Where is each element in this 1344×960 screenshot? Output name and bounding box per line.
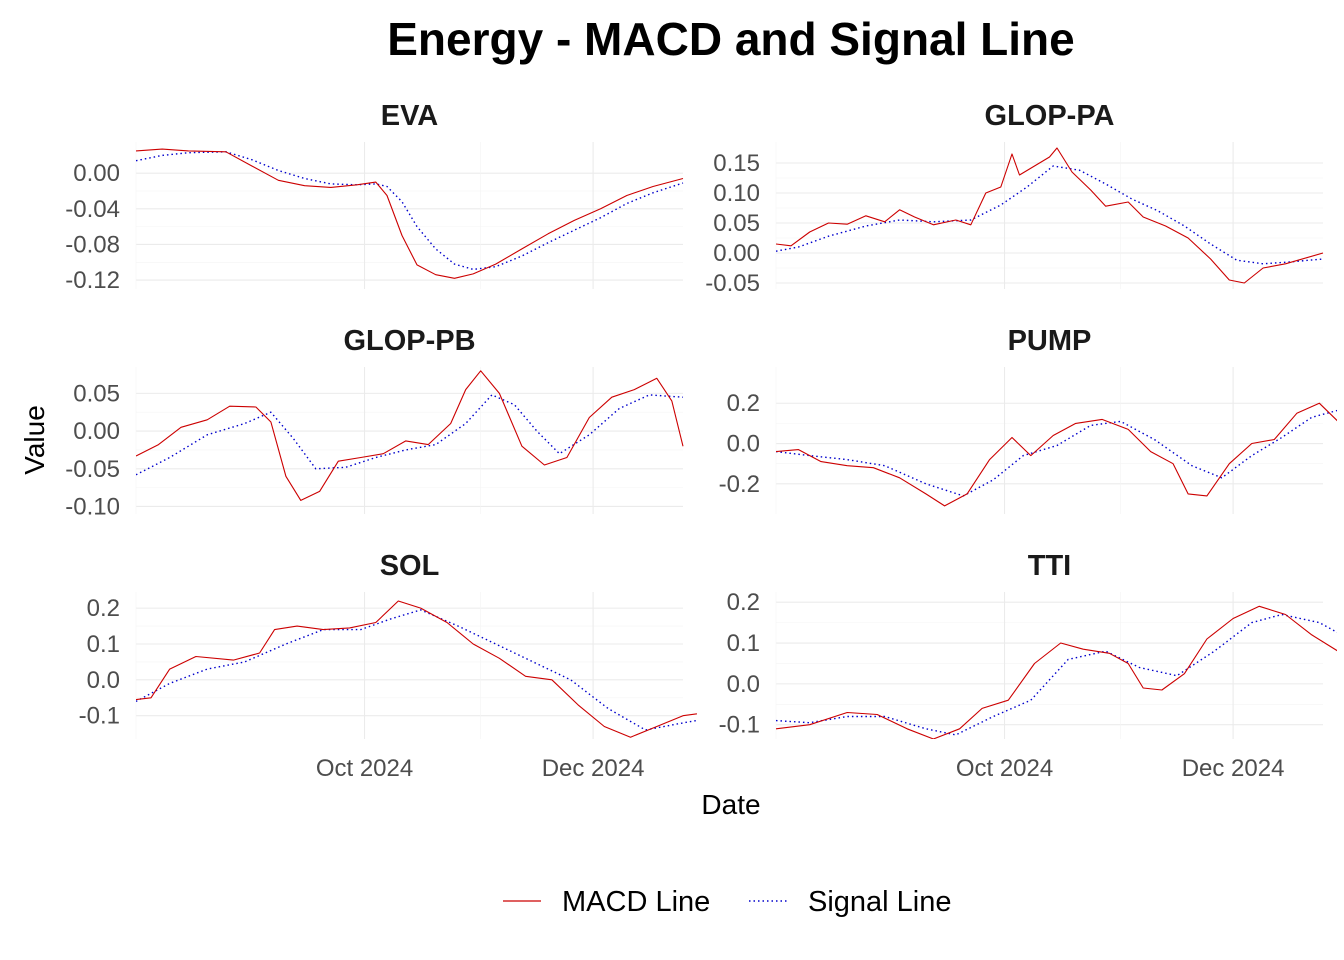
chart-title: Energy - MACD and Signal Line xyxy=(387,13,1075,65)
signal-line-tti xyxy=(776,613,1337,736)
legend-label-macd: MACD Line xyxy=(562,886,710,918)
y-axis-title: Value xyxy=(19,405,50,475)
signal-line-glop-pb xyxy=(136,394,684,476)
y-tick-label-glop-pa: 0.05 xyxy=(713,210,760,237)
facet-tti: TTI -0.1 0.0 0.1 0.2 Oct 2024 Dec 2024 xyxy=(719,550,1337,782)
y-tick-label-tti: 0.2 xyxy=(727,589,760,616)
legend-label-signal: Signal Line xyxy=(808,886,952,918)
y-tick-label-pump: 0.0 xyxy=(727,431,760,458)
y-tick-label-eva: -0.04 xyxy=(65,196,120,223)
macd-line-pump xyxy=(776,402,1337,507)
facet-title-glop-pa: GLOP-PA xyxy=(985,100,1115,132)
facet-title-eva: EVA xyxy=(381,100,439,132)
signal-line-eva xyxy=(136,151,684,271)
y-tick-label-eva: -0.12 xyxy=(65,267,120,294)
facet-sol: SOL -0.1 0.0 0.1 0.2 Oct 2024 Dec 2024 xyxy=(79,550,697,782)
y-tick-label-glop-pb: -0.05 xyxy=(65,456,120,483)
macd-line-eva xyxy=(136,148,684,279)
y-tick-label-eva: -0.08 xyxy=(65,231,120,258)
macd-line-glop-pb xyxy=(136,370,684,501)
facet-title-glop-pb: GLOP-PB xyxy=(343,325,475,357)
y-tick-label-glop-pb: 0.05 xyxy=(73,380,120,407)
signal-line-glop-pa xyxy=(776,165,1324,265)
y-tick-label-sol: 0.2 xyxy=(87,595,120,622)
x-axis-title: Date xyxy=(701,789,760,820)
macd-line-tti xyxy=(776,605,1337,739)
y-tick-label-pump: -0.2 xyxy=(719,471,760,498)
facet-eva: EVA -0.12 -0.08 -0.04 0.00 xyxy=(65,100,684,294)
y-tick-label-eva: 0.00 xyxy=(73,160,120,187)
y-tick-label-glop-pb: 0.00 xyxy=(73,418,120,445)
y-tick-label-glop-pa: 0.00 xyxy=(713,240,760,267)
y-tick-label-tti: 0.0 xyxy=(727,671,760,698)
facets: EVA -0.12 -0.08 -0.04 0.00 GLOP-PA -0.05 0.00 0.… xyxy=(65,100,1337,782)
y-tick-label-glop-pa: -0.05 xyxy=(705,270,760,297)
y-tick-label-sol: 0.0 xyxy=(87,667,120,694)
facet-title-tti: TTI xyxy=(1028,550,1072,582)
facet-title-pump: PUMP xyxy=(1008,325,1092,357)
facet-glop-pa: GLOP-PA -0.05 0.00 0.05 0.10 0.15 xyxy=(705,100,1324,297)
x-tick-label-sol: Dec 2024 xyxy=(542,755,645,782)
macd-line-sol xyxy=(136,600,697,738)
y-tick-label-tti: -0.1 xyxy=(719,712,760,739)
y-tick-label-glop-pa: 0.15 xyxy=(713,150,760,177)
signal-line-pump xyxy=(776,409,1337,497)
facet-pump: PUMP -0.2 0.0 0.2 xyxy=(719,325,1337,514)
y-tick-label-sol: 0.1 xyxy=(87,631,120,658)
facet-glop-pb: GLOP-PB -0.10 -0.05 0.00 0.05 xyxy=(65,325,684,520)
y-tick-label-glop-pa: 0.10 xyxy=(713,180,760,207)
y-tick-label-glop-pb: -0.10 xyxy=(65,493,120,520)
y-tick-label-sol: -0.1 xyxy=(79,703,120,730)
x-tick-label-sol: Oct 2024 xyxy=(316,755,413,782)
x-tick-label-tti: Dec 2024 xyxy=(1182,755,1285,782)
x-tick-label-tti: Oct 2024 xyxy=(956,755,1053,782)
y-tick-label-tti: 0.1 xyxy=(727,630,760,657)
macd-line-glop-pa xyxy=(776,147,1324,284)
facet-title-sol: SOL xyxy=(380,550,440,582)
y-tick-label-pump: 0.2 xyxy=(727,390,760,417)
signal-line-sol xyxy=(136,609,697,731)
legend: MACD Line Signal Line xyxy=(503,886,952,918)
